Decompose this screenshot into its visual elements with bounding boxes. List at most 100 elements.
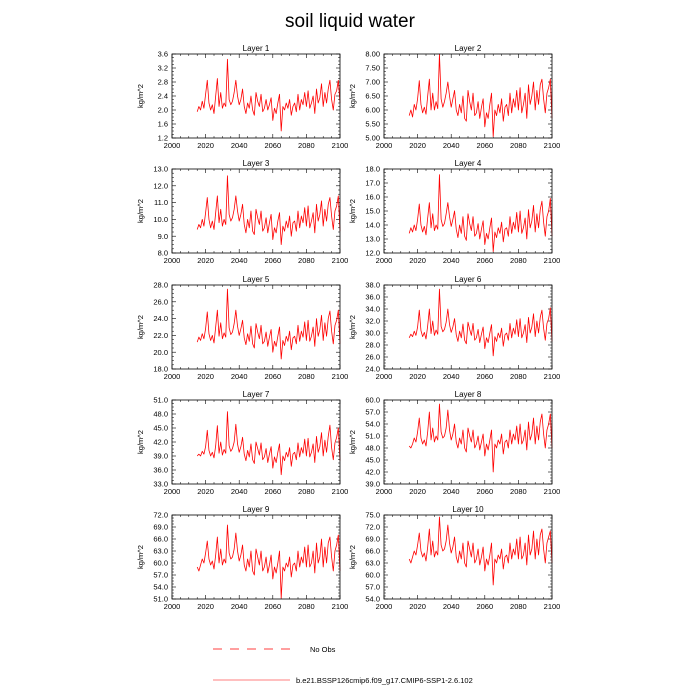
x-tick-label: 2080: [298, 487, 315, 496]
y-tick-label: 54.0: [365, 420, 380, 429]
y-tick-label: 2.8: [158, 78, 168, 87]
panel-8: Layer 8 kg/m^2 2000 2020 2040 2060 2080 2100 39.…: [348, 390, 560, 496]
panel-9: Layer 9 kg/m^2 2000 2020 2040 2060 2080 2100 51.…: [136, 505, 348, 611]
y-tick-label: 63.0: [153, 547, 168, 556]
legend-label-case: b.e21.BSSP126cmip6.f09_g17.CMIP6-SSP1-2.…: [296, 676, 473, 685]
x-tick-label: 2100: [332, 141, 349, 150]
y-tick-label: 32.0: [365, 317, 380, 326]
panel-3: Layer 3 kg/m^2 2000 2020 2040 2060 2080 2100 8.0…: [136, 159, 348, 265]
y-tick-label: 7.00: [365, 78, 380, 87]
y-tick-label: 54.0: [365, 595, 380, 604]
panel-title: Layer 5: [243, 275, 270, 284]
series-line-1: [408, 174, 553, 253]
series-line-1: [196, 288, 341, 360]
y-tick-label: 36.0: [365, 293, 380, 302]
x-tick-label: 2040: [443, 487, 460, 496]
panel-title: Layer 9: [243, 505, 270, 514]
x-tick-label: 2040: [231, 141, 248, 150]
x-tick-label: 2100: [544, 141, 561, 150]
y-axis-label: kg/m^2: [136, 430, 145, 454]
x-tick-label: 2020: [409, 372, 426, 381]
figure-title: soil liquid water: [285, 11, 416, 32]
x-tick-label: 2040: [443, 256, 460, 265]
y-tick-label: 28.0: [153, 281, 168, 290]
y-tick-label: 42.0: [153, 438, 168, 447]
panel-title: Layer 3: [243, 159, 270, 168]
y-tick-label: 63.0: [365, 559, 380, 568]
x-tick-label: 2000: [376, 256, 393, 265]
series-line-1: [408, 516, 553, 586]
plot-frame: [171, 53, 341, 139]
y-tick-label: 66.0: [365, 547, 380, 556]
y-tick-label: 45.0: [365, 456, 380, 465]
x-tick-label: 2060: [476, 256, 493, 265]
x-tick-label: 2000: [164, 602, 181, 611]
plot-frame: [171, 284, 341, 370]
series-line-1: [196, 58, 341, 132]
x-tick-label: 2040: [231, 372, 248, 381]
y-tick-label: 30.0: [365, 329, 380, 338]
panel-2: Layer 2 kg/m^2 2000 2020 2040 2060 2080 2100 5.0…: [348, 44, 560, 150]
y-tick-label: 8.0: [158, 249, 168, 258]
y-tick-label: 48.0: [153, 410, 168, 419]
y-tick-label: 26.0: [365, 353, 380, 362]
plot-frame: [383, 53, 553, 139]
x-tick-label: 2040: [443, 602, 460, 611]
x-tick-label: 2060: [264, 602, 281, 611]
x-tick-label: 2040: [231, 256, 248, 265]
x-tick-label: 2000: [164, 141, 181, 150]
y-tick-label: 51.0: [153, 595, 168, 604]
y-tick-label: 28.0: [365, 341, 380, 350]
y-tick-label: 15.0: [365, 207, 380, 216]
x-tick-label: 2000: [164, 372, 181, 381]
legend: No Obs b.e21.BSSP126cmip6.f09_g17.CMIP6-…: [213, 645, 473, 685]
x-tick-label: 2040: [443, 141, 460, 150]
y-tick-label: 36.0: [153, 466, 168, 475]
y-tick-label: 72.0: [153, 511, 168, 520]
y-axis-label: kg/m^2: [136, 315, 145, 339]
y-axis-label: kg/m^2: [348, 315, 357, 339]
plot-frame: [383, 284, 553, 370]
series-line-1: [196, 524, 341, 599]
panel-1: Layer 1 kg/m^2 2000 2020 2040 2060 2080 2100 1.2…: [136, 44, 348, 150]
y-tick-label: 75.0: [365, 511, 380, 520]
x-tick-label: 2040: [443, 372, 460, 381]
series-line-1: [196, 411, 341, 476]
x-tick-label: 2000: [376, 372, 393, 381]
y-tick-label: 20.0: [153, 348, 168, 357]
y-tick-label: 9.0: [158, 232, 168, 241]
plot-frame: [383, 168, 553, 254]
y-tick-label: 33.0: [153, 480, 168, 489]
y-tick-label: 57.0: [365, 408, 380, 417]
y-axis-label: kg/m^2: [348, 545, 357, 569]
y-tick-label: 1.2: [158, 134, 168, 143]
panel-5: Layer 5 kg/m^2 2000 2020 2040 2060 2080 2100 18.…: [136, 275, 348, 381]
x-tick-label: 2020: [197, 141, 214, 150]
x-tick-label: 2100: [332, 487, 349, 496]
y-tick-label: 69.0: [365, 535, 380, 544]
x-tick-label: 2060: [264, 256, 281, 265]
y-axis-label: kg/m^2: [136, 84, 145, 108]
x-tick-label: 2080: [510, 256, 527, 265]
x-tick-label: 2080: [298, 372, 315, 381]
series-line-1: [408, 403, 553, 473]
plot-frame: [171, 168, 341, 254]
y-tick-label: 13.0: [365, 235, 380, 244]
x-tick-label: 2020: [197, 372, 214, 381]
y-tick-label: 16.0: [365, 193, 380, 202]
x-tick-label: 2100: [544, 602, 561, 611]
series-line-1: [196, 175, 341, 246]
x-tick-label: 2080: [298, 256, 315, 265]
panel-title: Layer 7: [243, 390, 270, 399]
x-tick-label: 2080: [510, 487, 527, 496]
y-tick-label: 10.0: [153, 215, 168, 224]
y-tick-label: 60.0: [153, 559, 168, 568]
legend-label-no-obs: No Obs: [310, 645, 336, 654]
y-tick-label: 24.0: [153, 314, 168, 323]
y-tick-label: 3.2: [158, 64, 168, 73]
y-tick-label: 13.0: [153, 165, 168, 174]
x-tick-label: 2020: [409, 487, 426, 496]
y-tick-label: 48.0: [365, 444, 380, 453]
y-tick-label: 24.0: [365, 365, 380, 374]
